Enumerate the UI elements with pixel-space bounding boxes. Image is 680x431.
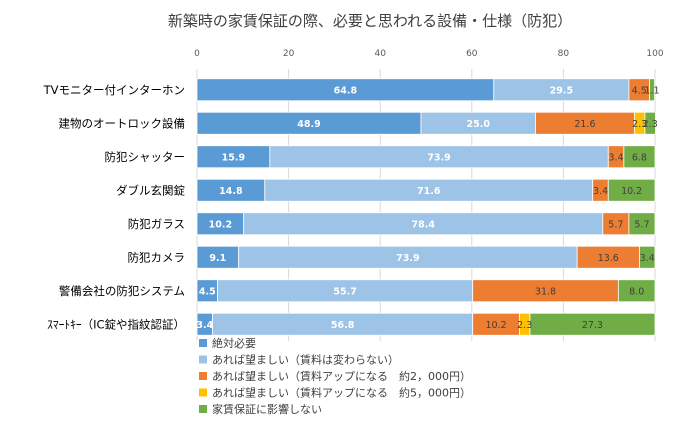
bar-segment xyxy=(529,312,656,336)
legend-swatch xyxy=(199,388,207,397)
x-axis-ticks: 0 20 40 60 80 100 xyxy=(194,49,664,59)
category-label: ダブル玄関錠 xyxy=(116,183,185,197)
legend-swatch xyxy=(199,372,207,380)
x-tick-label: 20 xyxy=(283,49,295,59)
x-tick-label: 100 xyxy=(646,49,663,59)
data-label: 14.8 xyxy=(219,186,243,197)
data-label: 29.5 xyxy=(550,85,573,96)
bars xyxy=(196,78,656,336)
data-label: 71.6 xyxy=(417,186,441,197)
category-label: 防犯ガラス xyxy=(128,217,185,231)
x-tick-label: 60 xyxy=(466,49,478,59)
legend-label: あれば望ましい（賃料アップになる 約5，000円） xyxy=(212,386,471,400)
chart-title: 新築時の家賃保証の際、必要と思われる設備・仕様（防犯） xyxy=(168,12,572,30)
data-label: 21.6 xyxy=(574,119,595,130)
legend-swatch xyxy=(199,405,207,413)
data-label: 64.8 xyxy=(334,85,358,96)
x-tick-label: 0 xyxy=(194,49,200,59)
data-label: 10.2 xyxy=(485,320,506,331)
data-label: 8.0 xyxy=(629,286,644,297)
bar-segment xyxy=(639,245,656,269)
category-label: 防犯シャッター xyxy=(105,150,186,164)
data-label: 2.3 xyxy=(517,320,532,331)
legend-label: あれば望ましい（賃料アップになる 約2，000円） xyxy=(212,369,471,383)
data-label: 3.4 xyxy=(609,152,624,163)
legend-label: 家賃保証に影響しない xyxy=(212,402,322,416)
data-label: 10.2 xyxy=(209,219,232,230)
category-label: 防犯カメラ xyxy=(128,250,186,264)
bar-segment xyxy=(607,178,656,202)
category-label: 建物のオートロック設備 xyxy=(59,116,186,130)
data-label: 9.1 xyxy=(209,253,226,264)
category-label: 警備会社の防犯システム xyxy=(59,284,185,298)
data-label: 3.4 xyxy=(640,253,655,264)
category-labels: TVモニター付インターホン建物のオートロック設備防犯シャッターダブル玄関錠防犯ガ… xyxy=(43,83,186,332)
legend-swatch xyxy=(199,355,207,364)
bar-segment xyxy=(623,145,656,169)
data-label: 73.9 xyxy=(396,253,419,264)
data-labels: 64.8 29.5 4.51.148.9 25.0 21.6 2.32.315.9 73.9… xyxy=(196,85,659,331)
category-label: ｽﾏｰﾄｷｰ（IC錠や指紋認証） xyxy=(47,317,185,331)
legend-label: あれば望ましい（賃料は変わらない） xyxy=(212,353,399,367)
legend-swatch xyxy=(199,339,207,347)
data-label: 78.4 xyxy=(412,219,436,230)
data-label: 5.7 xyxy=(634,219,649,230)
x-tick-label: 40 xyxy=(374,49,386,59)
data-label: 3.4 xyxy=(196,320,213,331)
data-label: 25.0 xyxy=(466,119,490,130)
category-label: TVモニター付インターホン xyxy=(43,83,185,97)
bar-segment xyxy=(617,279,656,303)
x-tick-label: 80 xyxy=(558,49,570,59)
bar-segment xyxy=(644,111,656,135)
data-label: 10.2 xyxy=(621,186,642,197)
data-label: 1.1 xyxy=(644,85,659,96)
bar-segment xyxy=(628,212,656,236)
data-label: 73.9 xyxy=(427,152,450,163)
data-label: 55.7 xyxy=(333,286,356,297)
data-label: 48.9 xyxy=(297,119,320,130)
bar-segment xyxy=(649,78,655,102)
data-label: 31.8 xyxy=(535,286,556,297)
data-label: 13.6 xyxy=(598,253,619,264)
data-label: 4.5 xyxy=(199,286,216,297)
data-label: 3.4 xyxy=(593,186,608,197)
data-label: 4.5 xyxy=(632,85,647,96)
data-label: 5.7 xyxy=(608,219,623,230)
data-label: 6.8 xyxy=(632,152,647,163)
legend-label: 絶対必要 xyxy=(212,336,256,350)
data-label: 2.3 xyxy=(643,119,658,130)
data-label: 2.3 xyxy=(632,119,647,130)
data-label: 56.8 xyxy=(331,320,355,331)
data-label: 15.9 xyxy=(222,152,245,163)
data-label: 27.3 xyxy=(582,320,603,331)
